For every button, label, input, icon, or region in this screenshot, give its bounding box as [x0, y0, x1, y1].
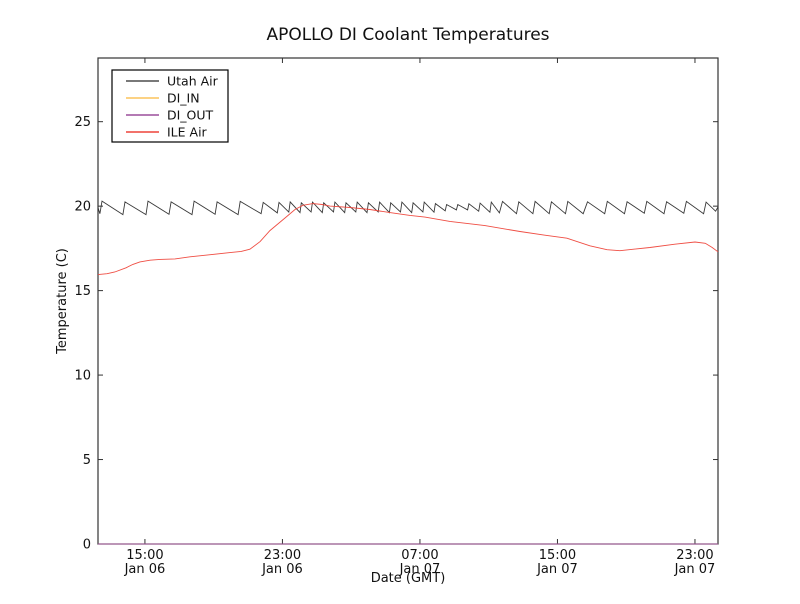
- y-tick-label: 15: [74, 284, 91, 299]
- x-tick-label-date: Jan 07: [536, 562, 578, 577]
- y-tick-label: 20: [74, 200, 91, 215]
- x-tick-label-date: Jan 07: [674, 562, 716, 577]
- legend-label-di-in: DI_IN: [167, 91, 200, 106]
- legend-label-ile-air: ILE Air: [167, 125, 208, 140]
- x-tick-label-time: 23:00: [264, 548, 301, 563]
- x-tick-label-date: Jan 06: [261, 562, 303, 577]
- series-lines: [97, 200, 719, 545]
- x-tick-label-time: 07:00: [401, 548, 438, 563]
- y-axis-ticks: [98, 121, 718, 545]
- legend-label-utah-air: Utah Air: [167, 74, 219, 89]
- x-tick-label-time: 15:00: [539, 548, 576, 563]
- x-tick-label-time: 23:00: [676, 548, 713, 563]
- x-axis-ticks: [144, 58, 696, 544]
- series-line-ile-air: [97, 203, 719, 276]
- y-tick-label: 10: [74, 369, 91, 384]
- y-axis-label: Temperature (C): [55, 248, 70, 355]
- chart-title: APOLLO DI Coolant Temperatures: [266, 25, 549, 45]
- x-tick-label-time: 15:00: [126, 548, 163, 563]
- x-tick-label-date: Jan 06: [124, 562, 166, 577]
- x-axis-label: Date (GMT): [371, 571, 446, 586]
- series-line-utah-air: [97, 200, 719, 216]
- legend-box: [111, 69, 229, 143]
- y-tick-label: 0: [83, 538, 91, 553]
- y-tick-label: 25: [74, 115, 91, 130]
- legend: Utah Air DI_IN DI_OUT ILE Air: [111, 69, 229, 143]
- y-tick-labels: 0 5 10 15 20 25: [74, 115, 91, 552]
- x-tick-label-date: Jan 07: [399, 562, 441, 577]
- legend-label-di-out: DI_OUT: [167, 108, 214, 123]
- y-tick-label: 5: [83, 453, 91, 468]
